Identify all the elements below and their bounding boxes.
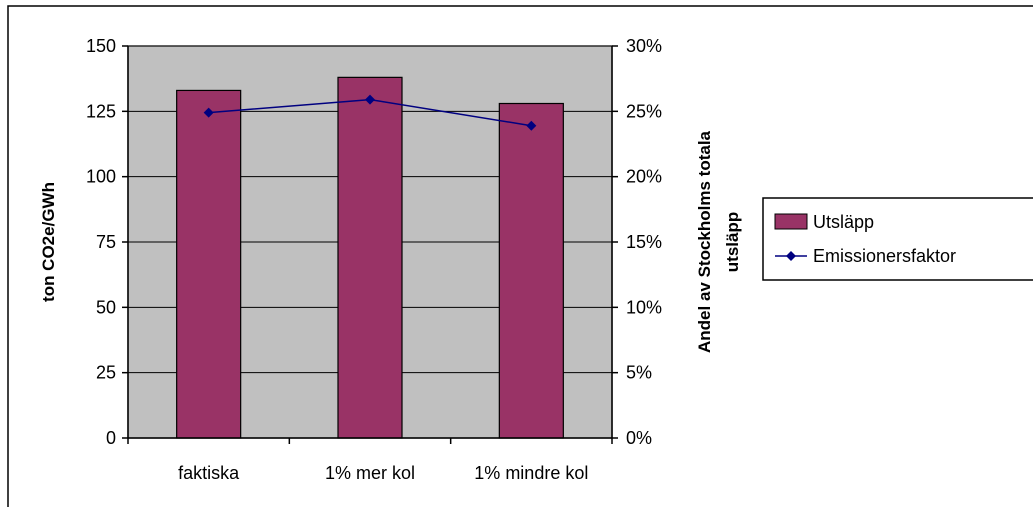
legend-bar-swatch — [774, 213, 808, 230]
bar — [176, 89, 242, 439]
right-axis-title-line2: utsläpp — [723, 212, 742, 272]
category-label: faktiska — [178, 463, 240, 483]
left-axis-ticks: 0 25 50 75 100 125 150 — [86, 36, 128, 448]
category-labels: faktiska 1% mer kol 1% mindre kol — [178, 463, 588, 483]
line-point — [365, 94, 375, 105]
left-tick-label: 125 — [86, 101, 116, 121]
left-tick-label: 0 — [106, 428, 116, 448]
legend: Utsläpp Emissionersfaktor — [762, 197, 1033, 281]
left-tick-label: 75 — [96, 232, 116, 252]
right-tick-label: 5% — [626, 363, 652, 383]
right-tick-label: 25% — [626, 101, 662, 121]
legend-label-emissionersfaktor: Emissionersfaktor — [813, 246, 956, 266]
right-tick-label: 20% — [626, 167, 662, 187]
right-axis-title-line1: Andel av Stockholms totala — [695, 130, 714, 353]
bar-series — [176, 76, 564, 439]
category-label: 1% mer kol — [325, 463, 415, 483]
right-tick-label: 0% — [626, 428, 652, 448]
legend-box — [762, 197, 1033, 281]
right-tick-label: 10% — [626, 297, 662, 317]
bar — [498, 102, 564, 439]
line-point — [526, 120, 537, 131]
legend-diamond-marker — [786, 251, 796, 261]
line-series — [203, 94, 537, 131]
right-tick-label: 30% — [626, 36, 662, 56]
right-tick-label: 15% — [626, 232, 662, 252]
left-tick-label: 100 — [86, 167, 116, 187]
bar — [337, 76, 403, 439]
left-axis-title: ton CO2e/GWh — [39, 182, 58, 302]
left-tick-label: 150 — [86, 36, 116, 56]
legend-label-utslapp: Utsläpp — [813, 212, 874, 232]
right-axis-ticks: 0% 5% 10% 15% 20% 25% 30% — [612, 36, 662, 448]
category-label: 1% mindre kol — [474, 463, 588, 483]
left-tick-label: 25 — [96, 363, 116, 383]
line-point — [203, 107, 214, 118]
left-tick-label: 50 — [96, 297, 116, 317]
